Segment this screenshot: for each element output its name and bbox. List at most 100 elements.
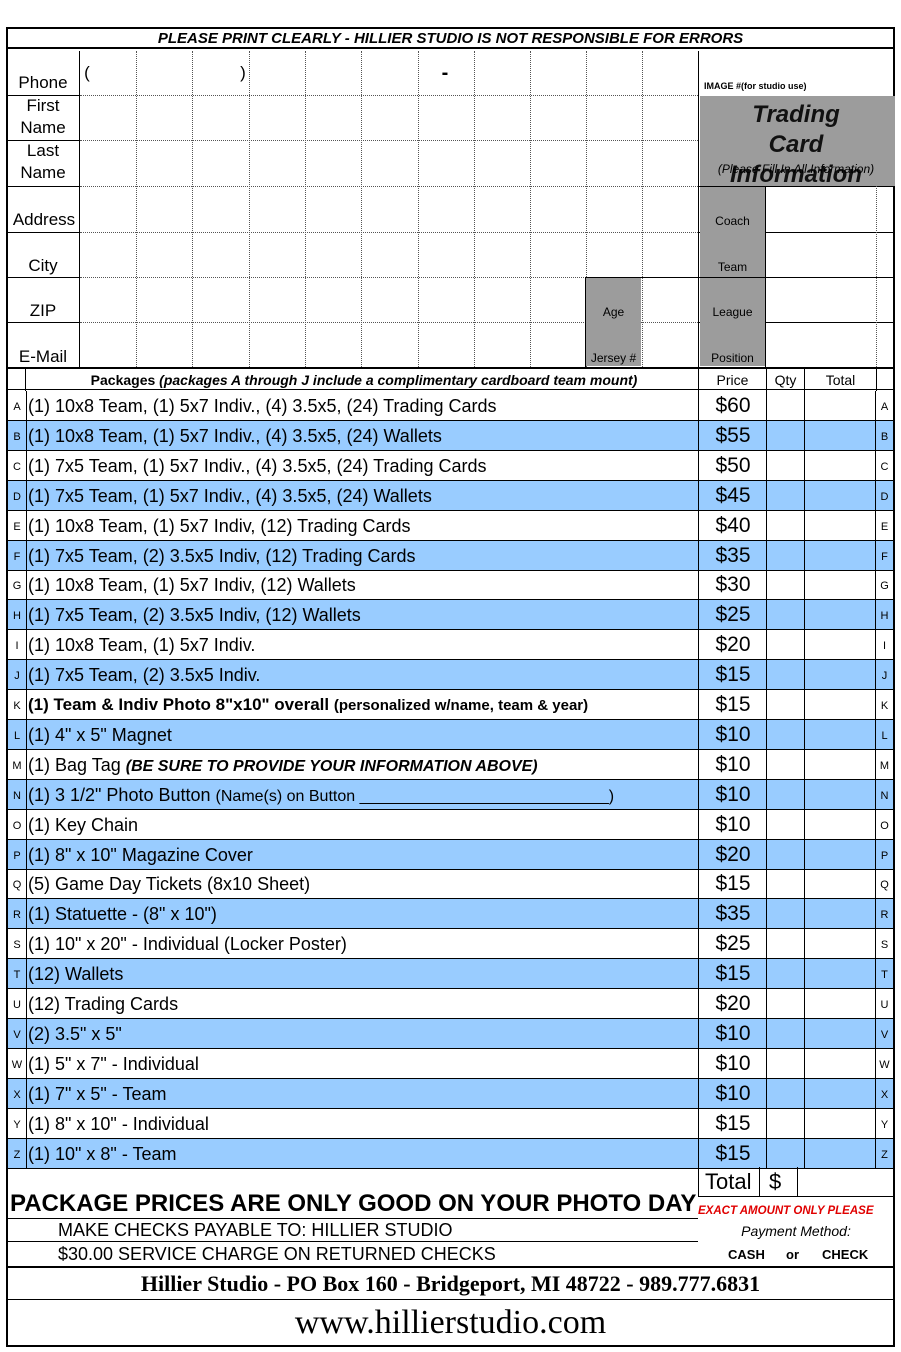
package-price: $55: [698, 420, 767, 450]
package-qty-field[interactable]: [766, 630, 805, 660]
package-qty-field[interactable]: [766, 1138, 805, 1168]
package-desc-main: (1) 10x8 Team, (1) 5x7 Indiv., (4) 3.5x5…: [28, 396, 497, 416]
jersey-cell: [586, 323, 641, 366]
package-total-field[interactable]: [804, 869, 877, 899]
package-row: R (1) Statuette - (8" x 10") $35 R: [8, 899, 893, 930]
check-option[interactable]: CHECK: [822, 1247, 869, 1262]
package-price: $15: [698, 959, 767, 989]
first-name-label: First Name: [20, 96, 66, 137]
package-total-field[interactable]: [804, 510, 877, 540]
package-qty-field[interactable]: [766, 959, 805, 989]
info-column-divider: [418, 51, 419, 367]
package-total-field[interactable]: [804, 600, 877, 630]
package-qty-field[interactable]: [766, 899, 805, 929]
package-total-field[interactable]: [804, 1018, 877, 1048]
package-total-field[interactable]: [804, 989, 877, 1018]
package-total-field[interactable]: [804, 1138, 877, 1168]
package-price: $10: [698, 719, 767, 749]
cash-option[interactable]: CASH: [728, 1247, 765, 1262]
info-column-divider: [136, 51, 137, 367]
package-letter: H: [8, 600, 27, 630]
package-total-field[interactable]: [804, 660, 877, 690]
info-row-divider: [8, 277, 80, 278]
package-qty-field[interactable]: [766, 600, 805, 630]
package-total-field[interactable]: [804, 779, 877, 809]
package-total-field[interactable]: [804, 1078, 877, 1108]
package-total-field[interactable]: [804, 570, 877, 600]
package-desc-main: (1) Statuette - (8" x 10"): [28, 904, 217, 925]
package-letter: O: [8, 809, 27, 839]
package-total-field[interactable]: [804, 630, 877, 660]
info-label-divider: [79, 51, 80, 367]
package-qty-field[interactable]: [766, 510, 805, 540]
package-letter-right: C: [875, 450, 893, 480]
total-amount-field[interactable]: [797, 1167, 869, 1196]
package-qty-field[interactable]: [766, 749, 805, 779]
package-total-field[interactable]: [804, 719, 877, 749]
package-qty-field[interactable]: [766, 809, 805, 839]
package-total-field[interactable]: [804, 480, 877, 510]
position-label: Position: [711, 351, 754, 365]
age-box-top: [585, 277, 698, 278]
package-qty-field[interactable]: [766, 989, 805, 1018]
package-row: C (1) 7x5 Team, (1) 5x7 Indiv., (4) 3.5x5…: [8, 450, 893, 481]
package-qty-field[interactable]: [766, 450, 805, 480]
package-total-field[interactable]: [804, 959, 877, 989]
package-qty-field[interactable]: [766, 570, 805, 600]
package-description: (1) 10x8 Team, (1) 5x7 Indiv., (4) 3.5x5…: [28, 391, 497, 420]
info-entry-divider: [80, 95, 698, 96]
phone-dash: -: [441, 62, 449, 84]
package-qty-field[interactable]: [766, 1048, 805, 1078]
package-description: (1) 4" x 5" Magnet: [28, 720, 172, 749]
package-description: (1) Key Chain: [28, 810, 138, 839]
package-letter: A: [8, 391, 27, 420]
package-qty-field[interactable]: [766, 690, 805, 719]
package-total-field[interactable]: [804, 839, 877, 869]
package-letter-right: G: [875, 570, 893, 600]
age-cell: [586, 278, 641, 323]
package-total-field[interactable]: [804, 420, 877, 450]
package-qty-field[interactable]: [766, 1078, 805, 1108]
studio-website[interactable]: www.hillierstudio.com: [294, 1304, 607, 1341]
package-qty-field[interactable]: [766, 1018, 805, 1048]
exact-amount-note: EXACT AMOUNT ONLY PLEASE: [698, 1205, 874, 1217]
packages-header-label: Packages: [90, 372, 156, 388]
package-total-field[interactable]: [804, 690, 877, 719]
package-description: (1) 10" x 20" - Individual (Locker Poste…: [28, 929, 347, 958]
package-total-field[interactable]: [804, 1108, 877, 1138]
package-row: M (1) Bag Tag (BE SURE TO PROVIDE YOUR IN…: [8, 749, 893, 780]
package-row: P (1) 8" x 10" Magazine Cover $20 P: [8, 839, 893, 870]
package-qty-field[interactable]: [766, 719, 805, 749]
package-letter-right: R: [875, 899, 893, 929]
info-column-divider: [474, 51, 475, 367]
package-total-field[interactable]: [804, 749, 877, 779]
package-total-field[interactable]: [804, 809, 877, 839]
package-total-field[interactable]: [804, 899, 877, 929]
package-qty-field[interactable]: [766, 1108, 805, 1138]
package-desc-main: (1) 7x5 Team, (1) 5x7 Indiv., (4) 3.5x5,…: [28, 485, 432, 506]
package-qty-field[interactable]: [766, 420, 805, 450]
header-letter-col: [8, 369, 26, 391]
package-total-field[interactable]: [804, 450, 877, 480]
package-qty-field[interactable]: [766, 480, 805, 510]
package-qty-field[interactable]: [766, 779, 805, 809]
package-description: (5) Game Day Tickets (8x10 Sheet): [28, 869, 310, 898]
package-total-field[interactable]: [804, 540, 877, 570]
package-description: (1) 10x8 Team, (1) 5x7 Indiv, (12) Tradi…: [28, 511, 411, 540]
package-qty-field[interactable]: [766, 929, 805, 959]
package-qty-field[interactable]: [766, 839, 805, 869]
package-total-field[interactable]: [804, 1048, 877, 1078]
package-qty-field[interactable]: [766, 660, 805, 690]
info-right-border: [698, 51, 699, 367]
package-price: $25: [698, 929, 767, 959]
info-entry-divider: [80, 322, 698, 323]
package-letter: W: [8, 1048, 27, 1078]
info-column-divider: [361, 51, 362, 367]
phone-label: Phone: [18, 73, 68, 92]
package-qty-field[interactable]: [766, 869, 805, 899]
package-total-field[interactable]: [804, 391, 877, 420]
package-qty-field[interactable]: [766, 391, 805, 420]
package-qty-field[interactable]: [766, 540, 805, 570]
info-entry-divider: [80, 232, 698, 233]
package-total-field[interactable]: [804, 929, 877, 959]
